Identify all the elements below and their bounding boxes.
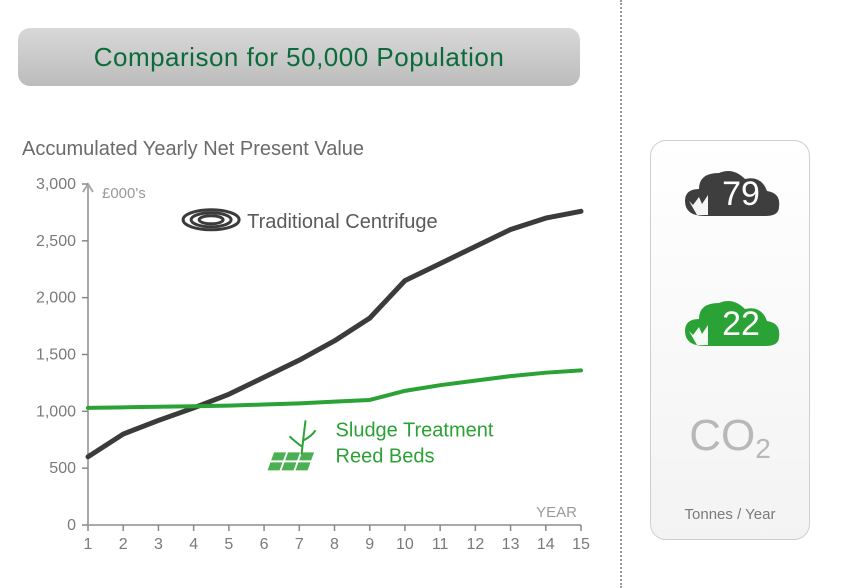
chart-svg: 05001,0001,5002,0002,5003,00012345678910… — [20, 170, 595, 565]
svg-text:14: 14 — [537, 536, 555, 553]
svg-text:6: 6 — [260, 536, 269, 553]
svg-text:Sludge Treatment: Sludge Treatment — [336, 419, 494, 441]
title-bar: Comparison for 50,000 Population — [18, 28, 580, 86]
chart-subtitle: Accumulated Yearly Net Present Value — [22, 138, 364, 161]
svg-text:22: 22 — [722, 305, 760, 343]
svg-text:12: 12 — [466, 536, 484, 553]
svg-text:3,000: 3,000 — [36, 176, 76, 193]
svg-text:500: 500 — [49, 460, 76, 477]
svg-text:2,000: 2,000 — [36, 290, 76, 307]
svg-text:8: 8 — [330, 536, 339, 553]
co2-subscript: 2 — [755, 433, 771, 464]
svg-text:3: 3 — [154, 536, 163, 553]
svg-text:9: 9 — [365, 536, 374, 553]
side-footer: Tonnes / Year — [685, 506, 776, 523]
co2-label: CO2 — [689, 411, 771, 461]
cloud-metric-dark: 79 — [663, 161, 797, 231]
svg-text:11: 11 — [432, 536, 449, 553]
svg-text:1,500: 1,500 — [36, 347, 76, 364]
svg-text:1,000: 1,000 — [36, 403, 76, 420]
svg-text:5: 5 — [224, 536, 233, 553]
co2-text: CO — [689, 411, 755, 460]
co2-side-panel: 79 22 CO2 Tonnes / Year — [650, 140, 810, 540]
svg-text:Traditional Centrifuge: Traditional Centrifuge — [247, 211, 437, 233]
svg-text:Reed Beds: Reed Beds — [336, 445, 435, 467]
cloud-icon: 22 — [675, 291, 785, 361]
svg-text:2: 2 — [119, 536, 128, 553]
svg-text:0: 0 — [67, 517, 76, 534]
vertical-divider — [620, 0, 622, 588]
svg-text:4: 4 — [189, 536, 198, 553]
npv-line-chart: 05001,0001,5002,0002,5003,00012345678910… — [20, 170, 595, 565]
svg-text:2,500: 2,500 — [36, 233, 76, 250]
svg-text:£000's: £000's — [102, 185, 146, 202]
svg-text:YEAR: YEAR — [536, 504, 577, 521]
cloud-metric-green: 22 — [663, 291, 797, 361]
svg-text:10: 10 — [396, 536, 414, 553]
svg-text:1: 1 — [84, 536, 93, 553]
cloud-icon: 79 — [675, 161, 785, 231]
svg-text:79: 79 — [722, 175, 760, 213]
svg-text:15: 15 — [572, 536, 590, 553]
page-title: Comparison for 50,000 Population — [94, 42, 505, 73]
svg-text:13: 13 — [502, 536, 520, 553]
svg-text:7: 7 — [295, 536, 304, 553]
